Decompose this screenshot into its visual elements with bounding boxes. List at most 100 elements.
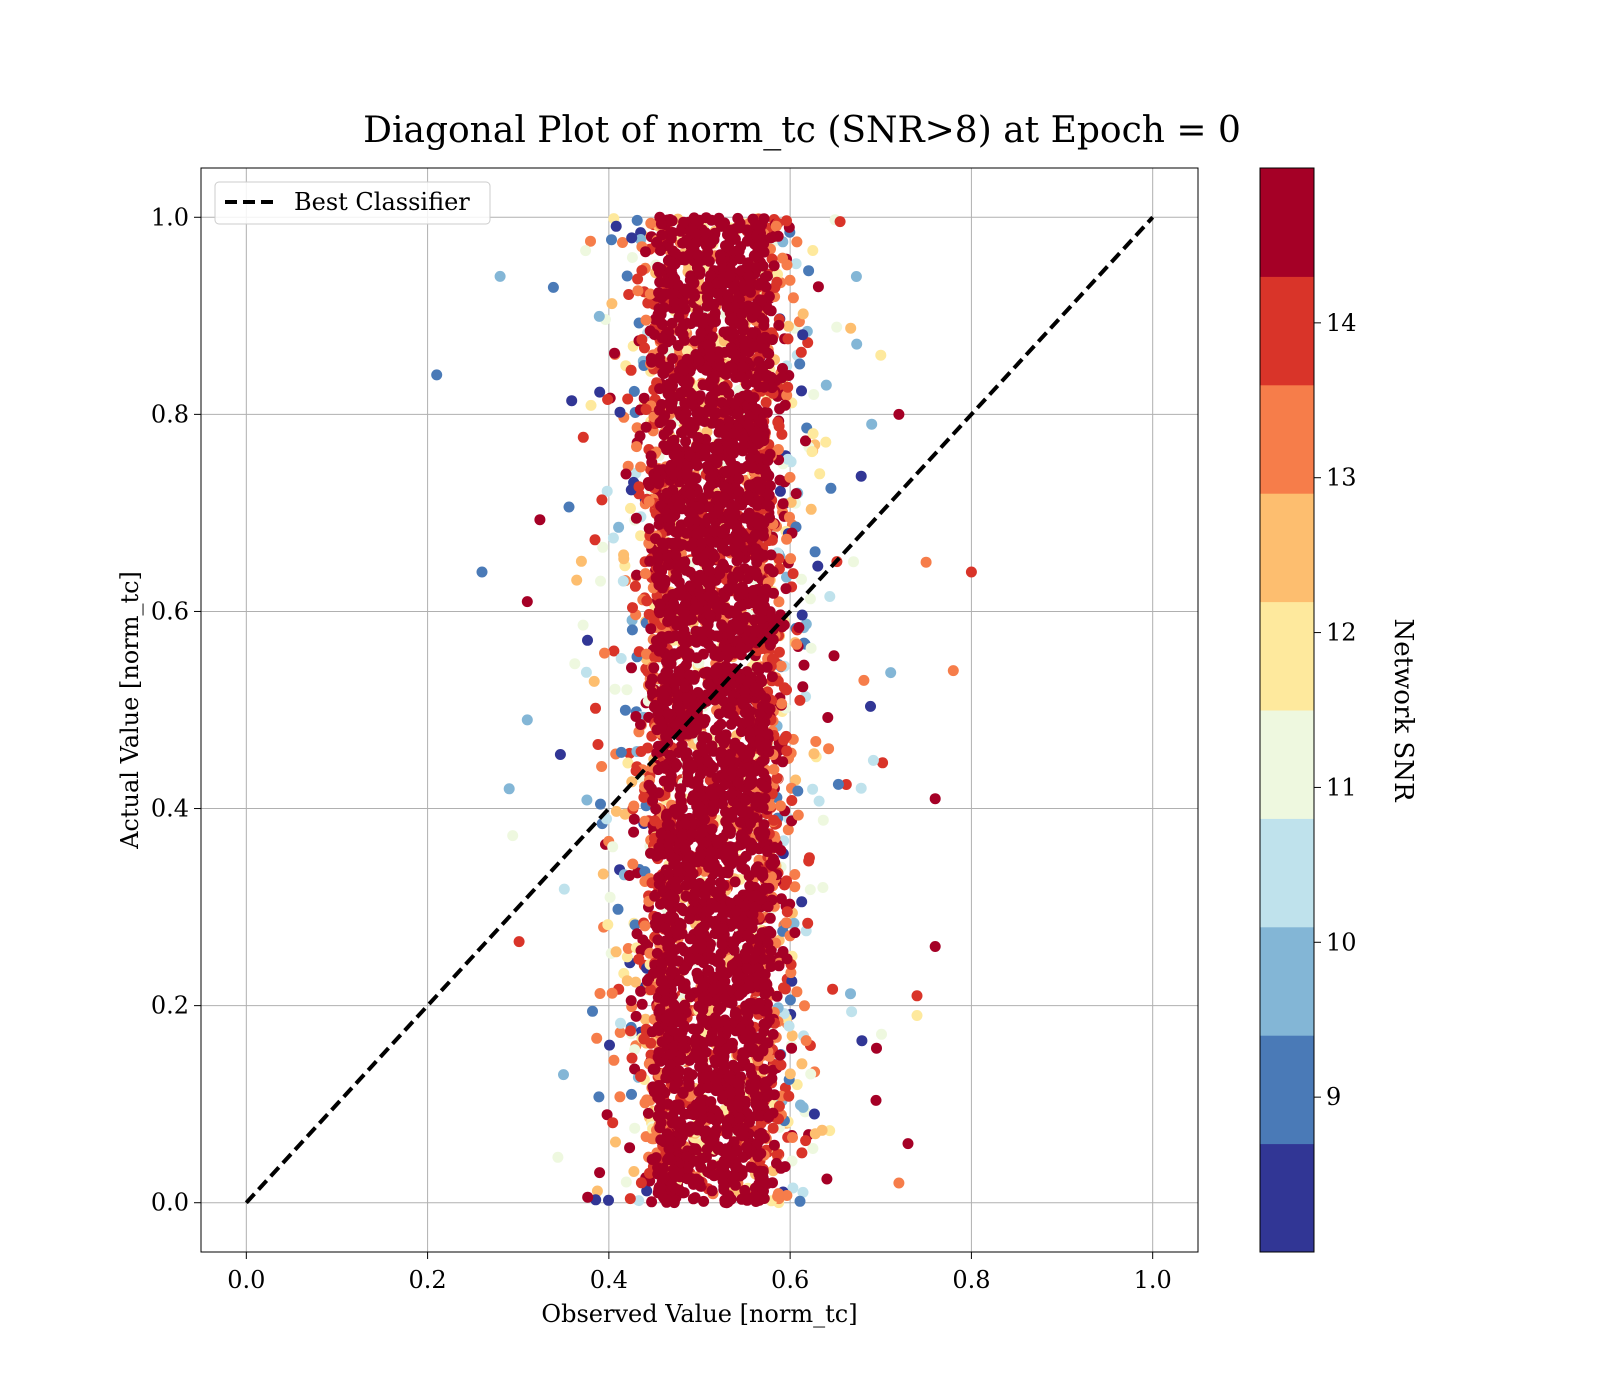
data-point <box>721 644 733 656</box>
data-point <box>684 669 696 681</box>
best-classifier-line <box>244 215 1155 1205</box>
data-point <box>702 678 714 690</box>
data-point <box>762 1037 774 1049</box>
data-point <box>719 481 731 493</box>
data-point <box>748 250 760 262</box>
data-point <box>673 1065 685 1077</box>
data-point <box>796 1147 808 1159</box>
data-point <box>726 513 738 525</box>
colorbar-tick-label: 14 <box>1326 309 1357 337</box>
data-point <box>658 775 670 787</box>
data-point <box>781 875 792 887</box>
data-point <box>756 294 768 306</box>
data-point <box>702 246 714 258</box>
data-point <box>738 1129 750 1141</box>
data-point <box>715 718 727 730</box>
y-tick-label: 0.0 <box>151 1189 189 1217</box>
data-point <box>683 1077 695 1089</box>
data-point <box>675 796 687 808</box>
data-point <box>766 653 778 665</box>
data-point <box>669 1079 681 1091</box>
data-point <box>628 813 640 825</box>
data-point <box>686 904 698 916</box>
data-point <box>641 1185 653 1197</box>
data-point <box>758 1018 770 1030</box>
data-point <box>640 1013 651 1025</box>
data-point <box>756 238 768 250</box>
data-point <box>672 865 684 877</box>
data-point <box>742 930 753 942</box>
data-point <box>582 634 593 646</box>
data-point <box>622 943 634 954</box>
data-point <box>772 1190 784 1202</box>
data-point <box>778 982 789 994</box>
data-point <box>665 513 677 525</box>
data-point <box>807 428 819 440</box>
data-point <box>581 794 593 806</box>
data-point <box>626 1052 638 1064</box>
data-point <box>722 666 734 678</box>
data-point <box>706 740 718 752</box>
data-point <box>758 315 770 327</box>
data-point <box>728 465 739 477</box>
data-point <box>655 218 667 230</box>
data-point <box>673 665 685 677</box>
data-point <box>821 1173 833 1185</box>
data-point <box>885 667 897 679</box>
data-point <box>771 990 783 1002</box>
data-point <box>666 1024 678 1036</box>
data-point <box>750 796 762 808</box>
data-point <box>732 777 744 789</box>
data-point <box>633 953 645 965</box>
data-point <box>750 890 762 902</box>
data-point <box>563 501 575 513</box>
data-point <box>766 382 778 394</box>
data-point <box>604 891 616 903</box>
data-point <box>654 262 666 274</box>
data-point <box>731 619 743 631</box>
data-point <box>654 315 665 327</box>
data-point <box>615 653 627 664</box>
data-point <box>617 237 628 248</box>
data-point <box>626 252 638 263</box>
data-point <box>650 803 662 815</box>
data-point <box>754 997 766 1009</box>
data-point <box>750 552 762 564</box>
colorbar-tick-label: 12 <box>1326 619 1357 647</box>
data-point <box>812 560 824 572</box>
data-point <box>757 802 769 814</box>
data-point <box>757 1099 769 1111</box>
data-point <box>631 569 643 581</box>
data-point <box>757 884 769 896</box>
data-point <box>751 662 763 673</box>
data-point <box>764 639 776 651</box>
data-point <box>732 407 744 419</box>
data-point <box>664 1134 676 1146</box>
data-point <box>750 566 762 578</box>
data-point <box>745 770 757 782</box>
data-point <box>645 217 657 229</box>
data-point <box>566 395 578 407</box>
data-point <box>673 499 685 511</box>
data-point <box>711 457 723 469</box>
data-point <box>765 232 777 244</box>
data-point <box>771 1148 783 1160</box>
data-point <box>597 868 609 880</box>
data-point <box>794 1195 806 1207</box>
data-point <box>668 1040 680 1052</box>
data-point <box>638 791 650 803</box>
colorbar-segment <box>1260 384 1314 494</box>
data-point <box>755 673 767 685</box>
data-point <box>599 647 610 659</box>
data-point <box>768 764 780 775</box>
data-point <box>761 498 773 510</box>
data-point <box>704 565 716 577</box>
data-point <box>640 246 651 258</box>
data-point <box>614 1027 626 1038</box>
data-point <box>737 361 749 373</box>
data-point <box>712 630 724 642</box>
data-point <box>665 1049 677 1060</box>
data-point <box>699 447 711 459</box>
data-point <box>803 852 815 864</box>
